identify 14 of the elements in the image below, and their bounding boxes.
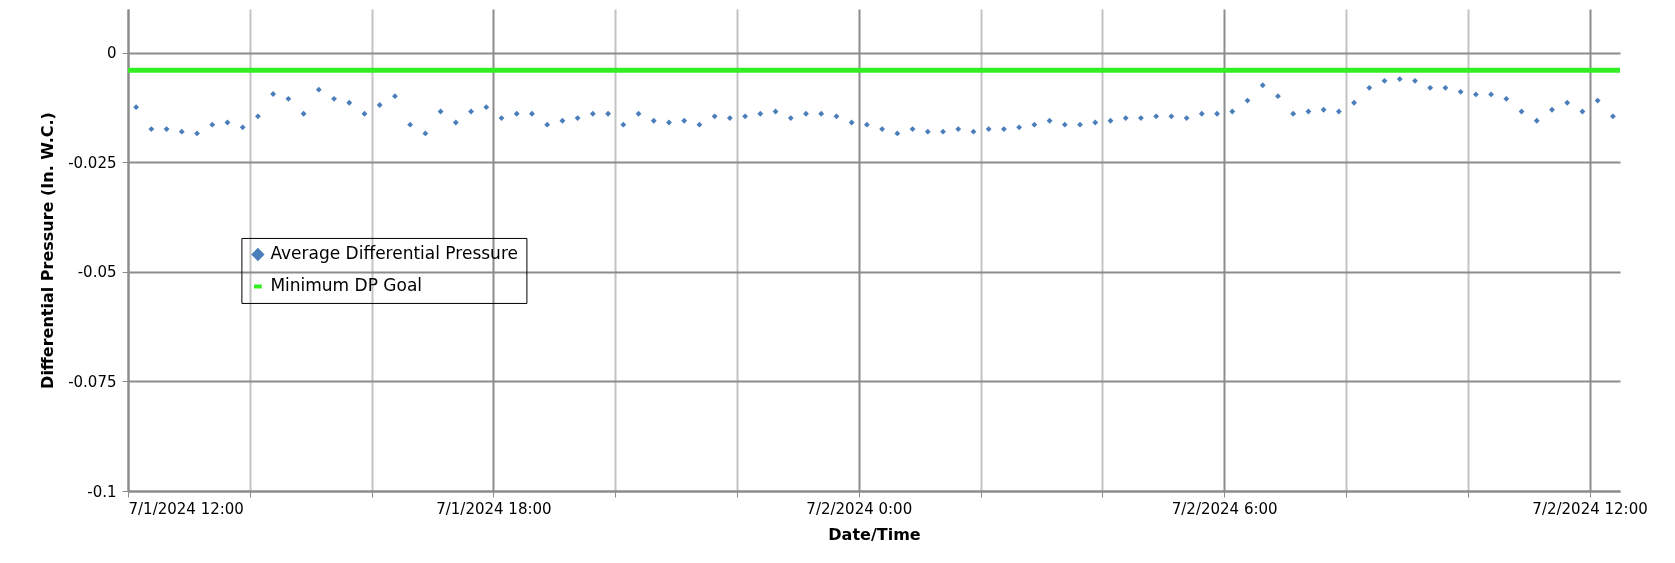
x-tick-label: 7/2/2024 6:00 [1171,499,1278,518]
y-axis-title: Differential Pressure (In. W.C.) [38,112,58,389]
y-tick-label: -0.1 [87,482,117,501]
x-tick-label: 7/2/2024 0:00 [806,499,913,518]
x-tick-label: 7/2/2024 12:00 [1532,499,1648,518]
y-tick-label: 0 [106,44,117,63]
x-tick-label: 7/1/2024 18:00 [436,499,552,518]
legend-label: Minimum DP Goal [270,275,423,296]
x-tick-label: 7/1/2024 12:00 [128,499,244,518]
x-axis-title: Date/Time [828,524,921,544]
y-tick-label: -0.05 [77,263,117,282]
y-tick-label: -0.025 [68,153,117,172]
legend-label: Average Differential Pressure [270,243,518,264]
y-tick-label: -0.075 [68,372,117,391]
